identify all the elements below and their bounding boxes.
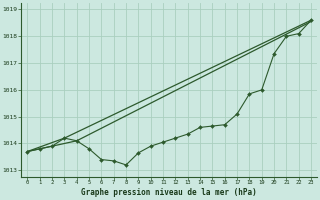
X-axis label: Graphe pression niveau de la mer (hPa): Graphe pression niveau de la mer (hPa) [81, 188, 257, 197]
